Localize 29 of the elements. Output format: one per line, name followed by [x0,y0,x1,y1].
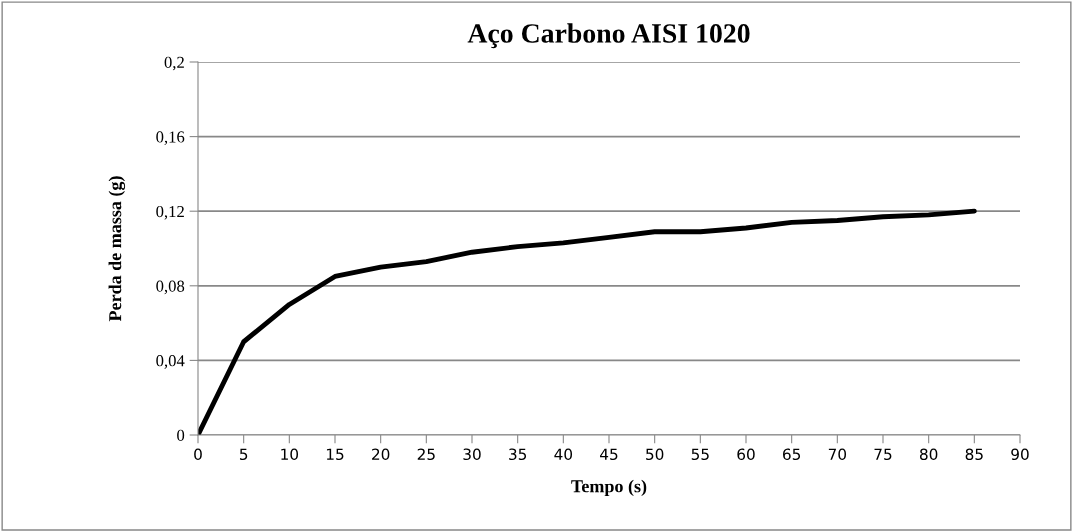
x-tick-label: 45 [600,448,618,461]
x-tick-label: 5 [239,448,248,461]
x-tick-label: 65 [783,448,801,461]
x-tick-label: 50 [646,448,664,461]
x-tick-label: 10 [281,448,299,461]
y-tick-label: 0,04 [156,355,185,369]
x-tick-label: 40 [554,448,573,461]
y-tick-label: 0,12 [156,205,184,220]
x-tick-label: 60 [737,448,755,461]
x-tick-label: 25 [417,448,435,461]
x-tick-label: 55 [691,448,709,461]
y-tick-label: 0,16 [156,131,185,145]
x-axis-title: Tempo (s) [571,479,647,497]
x-tick-label: 85 [965,448,983,461]
y-tick-label: 0,08 [156,280,185,295]
x-tick-label: 15 [326,448,344,461]
x-tick-label: 0 [194,448,202,461]
y-tick-label: 0 [177,429,185,441]
y-tick-label: 0,2 [164,56,184,71]
x-tick-label: 75 [874,448,892,461]
line-series [198,208,977,435]
x-tick-label: 90 [1011,448,1029,461]
x-tick-label: 35 [509,448,527,461]
y-axis-title: Perda de massa (g) [108,176,126,322]
x-tick-label: 20 [372,448,390,461]
x-tick-label: 70 [828,448,847,461]
x-tick-label: 80 [919,448,938,461]
chart-title: Aço Carbono AISI 1020 [467,23,750,49]
x-tick-label: 30 [463,448,481,461]
